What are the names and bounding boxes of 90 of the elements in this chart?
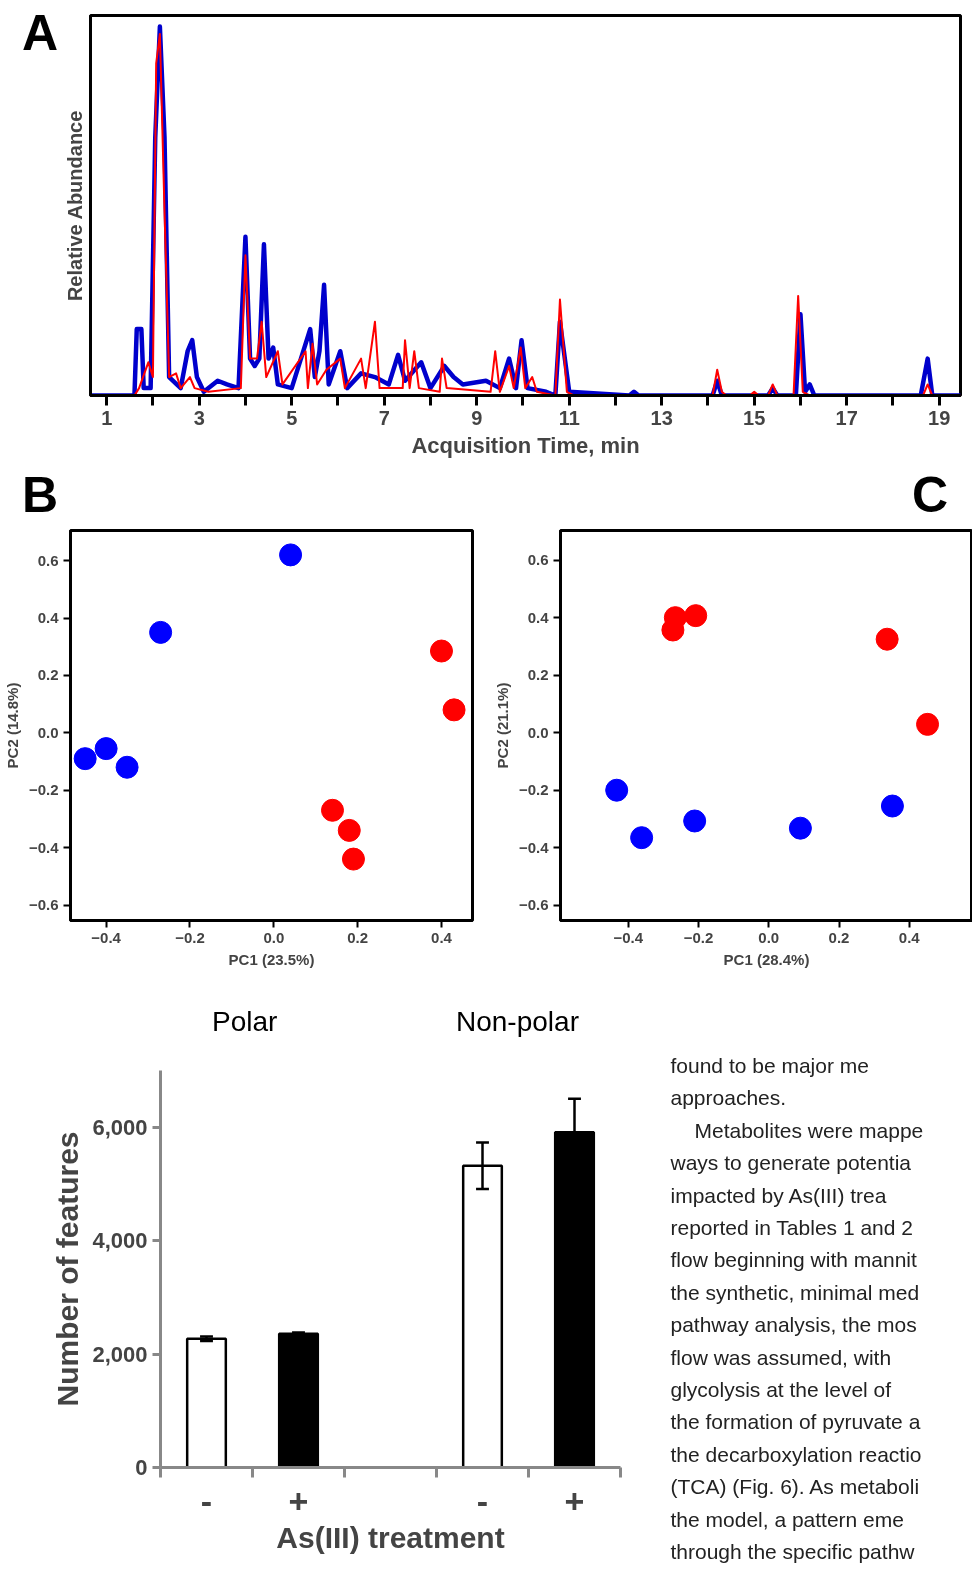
y-tick-label: −0.6 — [28, 896, 59, 913]
text: the decarboxylation reactio — [670, 1442, 922, 1466]
point — [429, 639, 453, 663]
x-tick-label: 0.4 — [431, 928, 453, 946]
text: through the specific pathw — [670, 1540, 916, 1563]
text: the model, a pattern eme — [670, 1507, 904, 1531]
bar — [185, 1337, 228, 1468]
point — [684, 604, 708, 628]
y-tick-label: −0.6 — [518, 896, 549, 914]
x-axis-title: PC1 (28.4%) — [723, 950, 810, 968]
point — [341, 847, 365, 871]
text: flow was assumed, with — [670, 1345, 892, 1369]
x-tick-label: 0.0 — [263, 928, 285, 946]
y-tick-label: 0.4 — [527, 608, 550, 626]
x-tick-label: 15 — [743, 406, 766, 429]
point — [115, 755, 139, 779]
x-tick-label: + — [564, 1481, 585, 1520]
x-tick-label: 17 — [835, 406, 858, 429]
x-tick-label: 11 — [558, 406, 580, 429]
point — [683, 809, 707, 833]
text: (TCA) (Fig. 6). As metaboli — [670, 1475, 920, 1499]
point — [94, 737, 118, 761]
point — [149, 620, 173, 644]
x-tick-label: 0.4 — [898, 928, 921, 946]
x-tick-label: 5 — [286, 406, 298, 429]
point — [442, 698, 466, 722]
x-tick-label: + — [288, 1481, 309, 1520]
y-tick-label: 0.4 — [37, 609, 60, 627]
text: approaches. — [670, 1086, 787, 1110]
point — [630, 826, 654, 850]
text: Polar — [212, 1006, 278, 1037]
x-tick-label: 9 — [471, 406, 483, 429]
text: A — [22, 5, 59, 61]
text: B — [22, 467, 59, 523]
x-tick-label: 1 — [101, 406, 113, 429]
y-tick-label: −0.2 — [28, 781, 59, 799]
y-tick-label: 4,000 — [92, 1228, 148, 1254]
x-tick-label: 0.0 — [758, 928, 780, 946]
y-tick-label: 0.2 — [37, 666, 59, 684]
x-axis-title: As(III) treatment — [276, 1520, 505, 1554]
text: the synthetic, minimal med — [670, 1280, 920, 1304]
x-axis-title: Acquisition Time, min — [411, 432, 640, 458]
y-axis-title: PC2 (21.1%) — [493, 682, 511, 769]
y-axis-title: Number of features — [51, 1131, 85, 1407]
x-tick-label: - — [200, 1481, 213, 1520]
bar — [277, 1332, 320, 1468]
point — [73, 747, 97, 771]
y-tick-label: −0.2 — [518, 781, 549, 799]
text: impacted by As(III) trea — [670, 1183, 887, 1207]
y-tick-label: 0 — [135, 1455, 148, 1480]
y-tick-label: −0.4 — [28, 838, 60, 856]
x-tick-label: 7 — [378, 406, 390, 429]
text: the formation of pyruvate a — [670, 1410, 921, 1434]
text: Non-polar — [456, 1006, 579, 1037]
x-tick-label: 0.2 — [347, 928, 369, 946]
text: reported in Tables 1 and 2 — [670, 1216, 913, 1239]
point — [875, 627, 899, 651]
text: ways to generate potentia — [669, 1151, 912, 1175]
point — [337, 818, 361, 842]
x-tick-label: 0.2 — [828, 928, 850, 946]
x-tick-label: 3 — [193, 406, 205, 429]
text: C — [912, 467, 949, 523]
y-axis-title: Relative Abundance — [63, 110, 86, 302]
text: found to be major me — [670, 1054, 869, 1077]
x-tick-label: −0.2 — [175, 928, 205, 946]
point — [880, 794, 904, 818]
y-tick-label: −0.4 — [518, 838, 550, 856]
point — [605, 778, 629, 802]
y-tick-label: 2,000 — [92, 1341, 148, 1367]
x-tick-label: −0.2 — [683, 928, 714, 946]
text: glycolysis at the level of — [670, 1378, 892, 1401]
x-tick-label: - — [476, 1481, 489, 1520]
y-tick-label: 0.0 — [527, 723, 549, 741]
y-tick-label: 0.0 — [37, 723, 59, 741]
y-tick-label: 6,000 — [92, 1114, 148, 1140]
text: Metabolites were mappe — [694, 1118, 924, 1142]
x-tick-label: 19 — [928, 406, 951, 429]
y-tick-label: 0.2 — [527, 666, 549, 684]
y-axis-title: PC2 (14.8%) — [3, 682, 21, 769]
text: flow beginning with mannit — [670, 1248, 917, 1272]
x-tick-label: 13 — [650, 406, 673, 429]
x-tick-label: −0.4 — [613, 928, 644, 946]
point — [788, 816, 812, 840]
point — [320, 798, 344, 822]
point — [916, 712, 940, 736]
point — [279, 543, 303, 567]
y-tick-label: 0.6 — [37, 551, 59, 569]
x-axis-title: PC1 (23.5%) — [228, 950, 315, 968]
text: pathway analysis, the mos — [670, 1313, 917, 1337]
y-tick-label: 0.6 — [527, 551, 549, 569]
